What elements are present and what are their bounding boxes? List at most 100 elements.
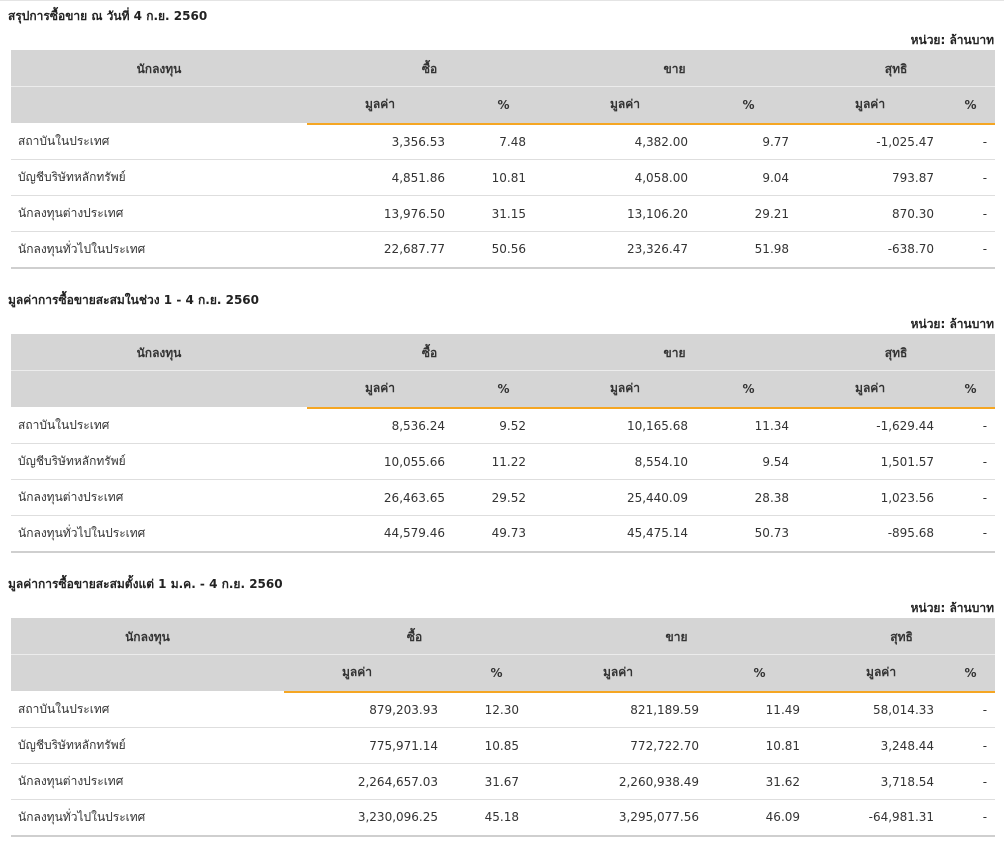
top-divider	[0, 0, 1004, 1]
buy-percent-subheader: %	[455, 85, 553, 125]
net-percent-cell: -	[946, 799, 996, 837]
net-value-cell: -1,629.44	[797, 407, 947, 444]
sell-percent-cell: 51.98	[700, 231, 798, 269]
net-value-cell: 58,014.33	[808, 691, 947, 728]
net-value-subheader: มูลค่า	[808, 653, 947, 693]
table-row: สถาบันในประเทศ 879,203.93 12.30 821,189.59 1…	[11, 691, 996, 728]
investor-type-cell: สถาบันในประเทศ	[11, 407, 307, 444]
buy-value-cell: 879,203.93	[284, 691, 448, 728]
net-value-subheader: มูลค่า	[797, 85, 947, 125]
buy-percent-cell: 45.18	[448, 799, 546, 837]
trading-table: นักลงทุน ซื้อ ขาย สุทธิ มูลค่า% มูลค่า% มูลค่า…	[11, 50, 996, 269]
net-column-header: สุทธิ	[808, 618, 996, 654]
net-value-cell: 793.87	[797, 159, 947, 196]
buy-percent-cell: 29.52	[455, 479, 553, 516]
net-percent-cell: -	[946, 195, 996, 232]
net-percent-cell: -	[946, 231, 996, 269]
buy-value-cell: 775,971.14	[284, 727, 448, 764]
section-title: มูลค่าการซื้อขายสะสมในช่วง 1 - 4 ก.ย. 25…	[8, 293, 259, 307]
net-percent-subheader: %	[946, 369, 996, 409]
sell-value-cell: 772,722.70	[545, 727, 712, 764]
sell-percent-cell: 10.81	[711, 727, 809, 764]
section-title: สรุปการซื้อขาย ณ วันที่ 4 ก.ย. 2560	[8, 9, 208, 23]
investor-type-cell: นักลงทุนต่างประเทศ	[11, 763, 284, 800]
net-percent-cell: -	[946, 443, 996, 480]
net-value-cell: -638.70	[797, 231, 947, 269]
investor-type-cell: นักลงทุนต่างประเทศ	[11, 479, 307, 516]
buy-percent-cell: 7.48	[455, 123, 553, 160]
buy-value-cell: 3,230,096.25	[284, 799, 448, 837]
net-percent-cell: -	[946, 159, 996, 196]
table-row: นักลงทุนต่างประเทศ 2,264,657.03 31.67 2,260…	[11, 763, 996, 800]
buy-percent-cell: 50.56	[455, 231, 553, 269]
section-title: มูลค่าการซื้อขายสะสมตั้งแต่ 1 ม.ค. - 4 ก…	[8, 577, 283, 591]
net-value-cell: 3,718.54	[808, 763, 947, 800]
sell-percent-cell: 9.77	[700, 123, 798, 160]
investor-type-cell: สถาบันในประเทศ	[11, 123, 307, 160]
investor-subheader-blank	[11, 85, 307, 125]
sell-percent-cell: 9.54	[700, 443, 798, 480]
investor-subheader-blank	[11, 369, 307, 409]
net-value-subheader: มูลค่า	[797, 369, 947, 409]
buy-value-cell: 3,356.53	[307, 123, 455, 160]
investor-type-cell: บัญชีบริษัทหลักทรัพย์	[11, 443, 307, 480]
sell-column-header: ขาย	[545, 618, 809, 654]
trading-table: นักลงทุน ซื้อ ขาย สุทธิ มูลค่า% มูลค่า% มูลค่า…	[11, 334, 996, 553]
buy-percent-cell: 12.30	[448, 691, 546, 728]
table-row: นักลงทุนต่างประเทศ 13,976.50 31.15 13,106.2…	[11, 195, 996, 232]
table-row: บัญชีบริษัทหลักทรัพย์ 4,851.86 10.81 4,058.…	[11, 159, 996, 196]
investor-column-header: นักลงทุน	[11, 334, 307, 370]
net-percent-cell: -	[946, 407, 996, 444]
buy-value-cell: 8,536.24	[307, 407, 455, 444]
sell-percent-cell: 28.38	[700, 479, 798, 516]
investor-type-cell: บัญชีบริษัทหลักทรัพย์	[11, 159, 307, 196]
sell-percent-cell: 11.49	[711, 691, 809, 728]
buy-percent-subheader: %	[455, 369, 553, 409]
buy-value-cell: 4,851.86	[307, 159, 455, 196]
table-row: นักลงทุนต่างประเทศ 26,463.65 29.52 25,440.0…	[11, 479, 996, 516]
sell-percent-cell: 46.09	[711, 799, 809, 837]
buy-percent-cell: 10.81	[455, 159, 553, 196]
net-percent-cell: -	[946, 727, 996, 764]
buy-value-cell: 44,579.46	[307, 515, 455, 553]
investor-column-header: นักลงทุน	[11, 50, 307, 86]
buy-value-cell: 26,463.65	[307, 479, 455, 516]
unit-label: หน่วย: ล้านบาท	[910, 33, 994, 47]
sell-percent-subheader: %	[700, 369, 798, 409]
table-row: สถาบันในประเทศ 3,356.53 7.48 4,382.00 9.77 -1…	[11, 123, 996, 160]
sell-percent-cell: 31.62	[711, 763, 809, 800]
buy-percent-cell: 11.22	[455, 443, 553, 480]
table-row: บัญชีบริษัทหลักทรัพย์ 775,971.14 10.85 772,…	[11, 727, 996, 764]
sell-value-cell: 821,189.59	[545, 691, 712, 728]
buy-percent-cell: 49.73	[455, 515, 553, 553]
table-row: นักลงทุนทั่วไปในประเทศ 44,579.46 49.73 45,4…	[11, 515, 996, 553]
net-value-cell: -1,025.47	[797, 123, 947, 160]
net-value-cell: 1,501.57	[797, 443, 947, 480]
buy-value-subheader: มูลค่า	[307, 85, 455, 125]
sell-value-cell: 2,260,938.49	[545, 763, 712, 800]
net-percent-cell: -	[946, 763, 996, 800]
sell-percent-cell: 9.04	[700, 159, 798, 196]
buy-percent-cell: 9.52	[455, 407, 553, 444]
table-row: นักลงทุนทั่วไปในประเทศ 3,230,096.25 45.18 3…	[11, 799, 996, 837]
net-percent-cell: -	[946, 123, 996, 160]
net-column-header: สุทธิ	[797, 334, 996, 370]
investor-type-cell: บัญชีบริษัทหลักทรัพย์	[11, 727, 284, 764]
sell-value-cell: 45,475.14	[552, 515, 701, 553]
buy-value-cell: 10,055.66	[307, 443, 455, 480]
buy-percent-cell: 10.85	[448, 727, 546, 764]
buy-percent-subheader: %	[448, 653, 546, 693]
buy-column-header: ซื้อ	[284, 618, 546, 654]
net-value-cell: 3,248.44	[808, 727, 947, 764]
buy-value-subheader: มูลค่า	[307, 369, 455, 409]
sell-column-header: ขาย	[552, 334, 798, 370]
buy-percent-cell: 31.67	[448, 763, 546, 800]
net-value-cell: 1,023.56	[797, 479, 947, 516]
sell-value-cell: 4,058.00	[552, 159, 701, 196]
sell-value-cell: 13,106.20	[552, 195, 701, 232]
investor-type-cell: นักลงทุนทั่วไปในประเทศ	[11, 231, 307, 269]
table-row: นักลงทุนทั่วไปในประเทศ 22,687.77 50.56 23,3…	[11, 231, 996, 269]
trading-table: นักลงทุน ซื้อ ขาย สุทธิ มูลค่า% มูลค่า% มูลค่า…	[11, 618, 996, 837]
sell-percent-cell: 50.73	[700, 515, 798, 553]
unit-label: หน่วย: ล้านบาท	[910, 601, 994, 615]
